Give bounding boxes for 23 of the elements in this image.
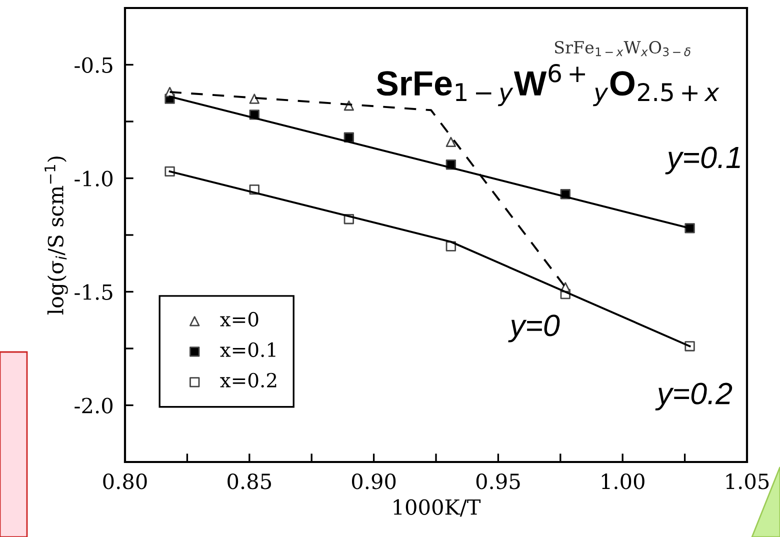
y-tick-label: -2.0: [74, 398, 113, 414]
annotation: y=0.2: [655, 382, 732, 410]
legend-label: x=0: [220, 312, 258, 327]
legend-label: x=0.2: [220, 372, 276, 388]
x-tick-label: 0.90: [352, 473, 396, 490]
x-tick-label: 0.95: [476, 473, 520, 490]
x-axis-title: 1000K/T: [394, 499, 481, 517]
y-tick-label: -1.0: [74, 170, 113, 186]
x-tick-label: 1.05: [726, 473, 769, 490]
annotation: SrFe$_{1−x}$W$_{x}$O$_{3−δ}$: [555, 40, 690, 56]
y-tick-label: -1.5: [74, 284, 112, 300]
annotation: y=0.1: [665, 146, 740, 174]
x-tick-label: 0.85: [228, 473, 271, 490]
annotation: y=0: [508, 314, 560, 342]
annotation: SrFe$_{1−y}$W$^{6+}$$_{y}$O$_{2.5+x}$: [376, 64, 720, 106]
y-tick-label: -0.5: [74, 57, 112, 73]
x-tick-label: 0.80: [103, 473, 147, 490]
point: [249, 94, 260, 104]
point: [684, 223, 695, 234]
x-tick-label: 1.00: [602, 473, 644, 490]
point: [446, 136, 456, 148]
y-axis-title: log(σ$_{i}$/S scm$^{−1}$): [44, 156, 68, 315]
legend-label: x=0.1: [220, 342, 276, 358]
